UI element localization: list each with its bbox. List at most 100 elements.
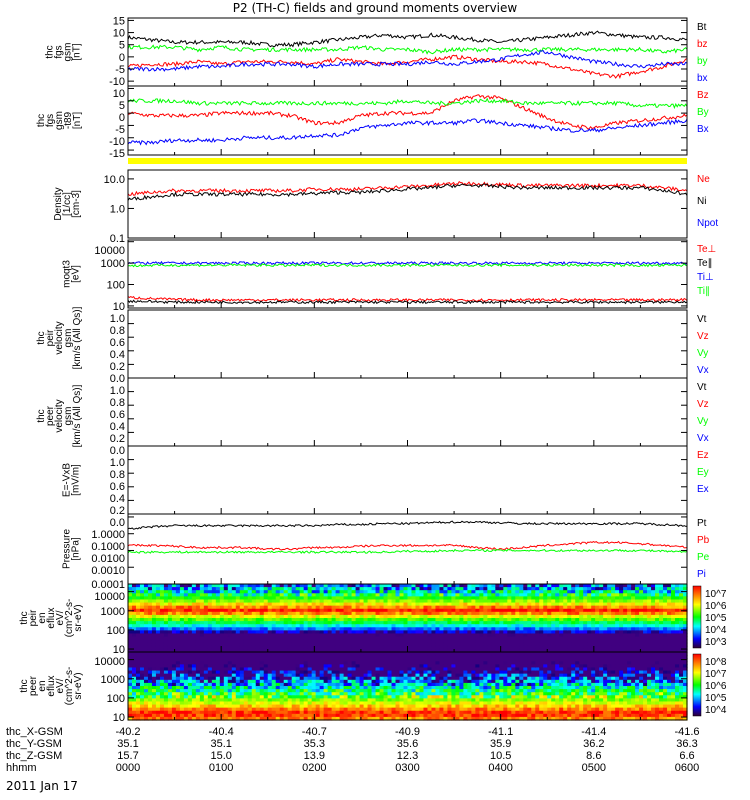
spectrogram-cell [251,599,257,604]
spectrogram-cell [567,611,572,616]
spectrogram-cell [239,707,245,712]
spectrogram-cell [571,599,576,604]
spectrogram-cell [223,707,229,712]
spectrogram-cell [399,701,405,706]
spectrogram-cell [179,614,185,619]
spectrogram-cell [619,599,624,604]
spectrogram-cell [231,648,237,653]
spectrogram-cell [607,596,612,601]
spectrogram-cell [379,664,385,669]
spectrogram-cell [647,639,652,644]
spectrogram-cell [283,682,289,687]
spectrogram-cell [651,624,656,628]
spectrogram-cell [167,633,173,638]
spectrogram-cell [671,593,676,597]
spectrogram-cell [399,633,405,638]
spectrogram-cell [139,676,145,681]
spectrogram-cell [391,682,397,687]
spectrogram-cell [363,686,369,690]
spectrogram-cell [663,618,668,622]
spectrogram-cell [147,652,153,656]
spectrogram-cell [647,608,652,613]
spectrogram-cell [347,704,353,709]
spectrogram-cell [299,599,305,604]
spectrogram-cell [403,698,409,703]
spectrogram-cell [307,636,313,641]
spectrogram-cell [128,621,133,625]
spectrogram-cell [351,611,357,616]
spectrogram-cell [463,621,468,625]
spectrogram-cell [463,639,468,644]
spectrogram-cell [379,599,385,604]
spectrogram-cell [391,593,397,597]
spectrogram-cell [207,695,213,699]
spectrogram-cell [391,698,397,703]
spectrogram-cell [583,645,588,650]
spectrogram-cell [399,670,405,675]
spectrogram-cell [399,590,405,594]
spectrogram-cell [151,639,157,644]
spectrogram-cell [539,605,544,610]
y-axis-label-line: thc [36,409,47,422]
spectrogram-cell [279,639,285,644]
spectrogram-cell [223,695,229,699]
spectrogram-cell [199,639,205,644]
spectrogram-cell [291,593,297,597]
spectrogram-cell [143,602,149,607]
spectrogram-cell [683,587,688,591]
spectrogram-cell [579,587,584,591]
spectrogram-cell [355,630,361,635]
series-line-bx [127,50,688,72]
spectrogram-cell [279,621,285,625]
spectrogram-cell [151,611,157,616]
spectrogram-cell [159,695,165,699]
spectrogram-cell [355,658,361,662]
spectrogram-cell [391,590,397,594]
spectrogram-cell [383,676,389,681]
spectrogram-cell [371,596,377,601]
spectrogram-cell [431,614,437,619]
spectrogram-cell [343,667,349,672]
spectrogram-cell [587,642,592,647]
spectrogram-cell [519,602,524,607]
spectrogram-cell [275,614,281,619]
spectrogram-cell [351,664,357,669]
y-tick-label: 10 [113,644,125,656]
spectrogram-cell [187,707,193,712]
spectrogram-cell [367,698,373,703]
spectrogram-cell [407,596,413,601]
spectrogram-cell [515,593,520,597]
spectrogram-cell [579,611,584,616]
spectrogram-cell [259,676,265,681]
spectrogram-cell [675,614,680,619]
y-axis-label: thcfgsgsm[nT] [45,43,83,62]
spectrogram-cell [487,639,492,644]
spectrogram-cell [527,599,532,604]
spectrogram-cell [343,596,349,601]
spectrogram-cell [163,618,169,622]
spectrogram-cell [615,645,620,650]
spectrogram-cell [187,710,193,715]
spectrogram-cell [287,664,293,669]
spectrogram-cell [319,593,325,597]
spectrogram-cell [227,599,233,604]
spectrogram-cell [171,593,177,597]
spectrogram-cell [303,692,309,696]
spectrogram-cell [175,655,181,659]
spectrogram-cell [323,682,329,687]
y-axis-label-line: gsm [63,329,74,348]
spectrogram-cell [379,611,385,616]
spectrogram-cell [591,584,596,588]
spectrogram-cell [279,636,285,641]
spectrogram-cell [539,630,544,635]
spectrogram-cell [263,605,269,610]
y-axis-label: Pressure[nPa] [62,529,82,569]
spectrogram-cell [247,679,253,684]
spectrogram-cell [403,584,409,588]
spectrogram-cell [227,624,233,628]
spectrogram-cell [515,621,520,625]
spectrogram-cell [391,621,397,625]
spectrogram-cell [407,707,413,712]
spectrogram-cell [447,621,453,625]
spectrogram-cell [659,636,664,641]
